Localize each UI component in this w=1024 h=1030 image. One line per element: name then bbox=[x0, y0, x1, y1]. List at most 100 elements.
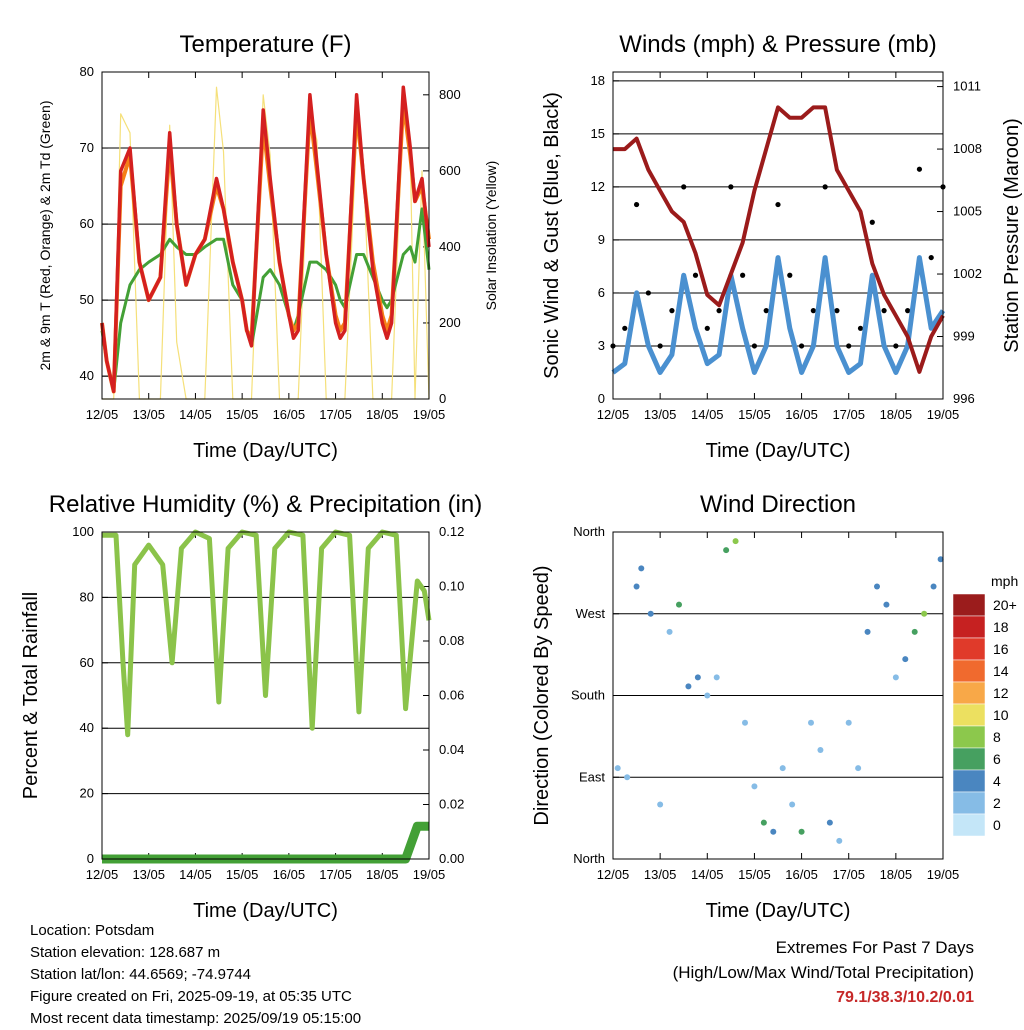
direction-point bbox=[836, 837, 843, 844]
y2-tick-label: 200 bbox=[439, 315, 461, 330]
direction-point bbox=[855, 765, 862, 772]
direction-point bbox=[657, 801, 664, 808]
footer-elevation: Station elevation: 128.687 m bbox=[30, 944, 221, 961]
x-tick-label: 14/05 bbox=[179, 867, 212, 882]
gust-point bbox=[798, 343, 805, 349]
y2-tick-label: 0.04 bbox=[439, 742, 464, 757]
gust-point bbox=[728, 184, 734, 190]
gust-point bbox=[622, 325, 628, 331]
gust-point bbox=[704, 325, 710, 331]
direction-point bbox=[864, 628, 871, 635]
colorbar-label: 12 bbox=[993, 685, 1009, 701]
colorbar-label: 10 bbox=[993, 707, 1009, 723]
x-tick-label: 12/05 bbox=[597, 407, 630, 422]
y-tick-label: 6 bbox=[598, 285, 605, 300]
direction-point bbox=[638, 565, 645, 572]
x-tick-label: 19/05 bbox=[927, 867, 960, 882]
x-tick-label: 16/05 bbox=[785, 867, 818, 882]
gust-point bbox=[928, 254, 934, 261]
sonic-wind-line bbox=[611, 255, 946, 375]
colorbar-label: 14 bbox=[993, 663, 1009, 679]
y2-tick-label: 0.12 bbox=[439, 524, 464, 539]
y-tick-label: East bbox=[579, 769, 605, 784]
x-tick-label: 15/05 bbox=[226, 407, 259, 422]
x-tick-label: 13/05 bbox=[644, 867, 677, 882]
x-tick-label: 12/05 bbox=[86, 867, 119, 882]
y2-tick-label: 400 bbox=[439, 239, 461, 254]
gust-point bbox=[716, 308, 722, 314]
plot-frame bbox=[612, 71, 944, 400]
gust-point bbox=[834, 308, 840, 314]
y2-tick-label: 1005 bbox=[953, 204, 982, 219]
direction-point bbox=[751, 783, 758, 790]
dewpoint-2m-line bbox=[100, 207, 431, 393]
gust-point bbox=[633, 201, 640, 208]
y2-tick-label: 996 bbox=[953, 391, 975, 406]
colorbar-label: 8 bbox=[993, 729, 1001, 745]
gust-point bbox=[669, 308, 675, 314]
direction-point bbox=[704, 692, 711, 699]
colorbar-swatch bbox=[952, 769, 986, 793]
gust-point bbox=[857, 325, 864, 331]
colorbar-label: 20+ bbox=[993, 597, 1017, 613]
y-tick-label: 18 bbox=[591, 73, 605, 88]
x-tick-label: 14/05 bbox=[691, 867, 724, 882]
relative-humidity-line bbox=[102, 529, 432, 738]
direction-point bbox=[892, 674, 899, 681]
y-tick-label: 50 bbox=[80, 292, 94, 307]
direction-point bbox=[713, 674, 720, 681]
y-tick-label: North bbox=[573, 851, 605, 866]
direction-point bbox=[826, 819, 833, 826]
direction-point bbox=[921, 610, 928, 617]
colorbar-swatch bbox=[952, 659, 986, 683]
y-tick-label: 60 bbox=[80, 655, 94, 670]
gust-point bbox=[681, 184, 687, 190]
x-tick-label: 15/05 bbox=[738, 407, 771, 422]
y2-tick-label: 1008 bbox=[953, 141, 982, 156]
y2-tick-label: 1002 bbox=[953, 266, 982, 281]
y2-tick-label: 0.00 bbox=[439, 851, 464, 866]
x-tick-label: 18/05 bbox=[880, 407, 913, 422]
gust-point bbox=[905, 308, 911, 314]
y2-tick-label: 0.10 bbox=[439, 579, 464, 594]
y2-tick-label: 0 bbox=[439, 391, 446, 406]
direction-point bbox=[937, 556, 944, 563]
colorbar-swatch bbox=[952, 791, 986, 815]
plot-frame bbox=[612, 531, 944, 860]
plot-frame bbox=[101, 531, 430, 860]
gust-point bbox=[692, 272, 699, 278]
extremes-values: 79.1/38.3/10.2/0.01 bbox=[836, 989, 974, 1006]
extremes-title: Extremes For Past 7 Days bbox=[775, 938, 974, 957]
dir-ylabel: Direction (Colored By Speed) bbox=[531, 565, 553, 825]
y2-tick-label: 600 bbox=[439, 163, 461, 178]
x-tick-label: 17/05 bbox=[319, 407, 352, 422]
direction-point bbox=[902, 656, 909, 663]
x-tick-label: 14/05 bbox=[691, 407, 724, 422]
dir-title: Wind Direction bbox=[700, 491, 856, 518]
gust-point bbox=[810, 308, 816, 314]
total-precipitation-line bbox=[102, 821, 429, 864]
x-tick-label: 18/05 bbox=[366, 407, 399, 422]
direction-point bbox=[874, 583, 880, 590]
direction-point bbox=[647, 610, 654, 617]
gust-point bbox=[645, 290, 651, 296]
wind-ylabel: Sonic Wind & Gust (Blue, Black) bbox=[541, 92, 563, 379]
x-tick-label: 18/05 bbox=[880, 867, 913, 882]
gust-point bbox=[751, 343, 758, 349]
y-tick-label: 80 bbox=[80, 589, 94, 604]
x-tick-label: 12/05 bbox=[86, 407, 119, 422]
y-tick-label: 9 bbox=[598, 232, 605, 247]
y-tick-label: West bbox=[576, 606, 606, 621]
temp-xlabel: Time (Day/UTC) bbox=[193, 440, 338, 462]
colorbar-title: mph bbox=[991, 573, 1018, 589]
gust-point bbox=[846, 343, 852, 349]
colorbar-swatch bbox=[952, 747, 986, 771]
rh-ylabel: Percent & Total Rainfall bbox=[20, 592, 42, 800]
wind-xlabel: Time (Day/UTC) bbox=[706, 440, 851, 462]
gust-point bbox=[869, 219, 875, 225]
direction-point bbox=[760, 819, 767, 826]
rh-chart: Relative Humidity (%) & Precipitation (i… bbox=[20, 491, 482, 922]
y2-tick-label: 0.08 bbox=[439, 633, 464, 648]
x-tick-label: 13/05 bbox=[132, 867, 165, 882]
gust-point bbox=[822, 184, 828, 190]
